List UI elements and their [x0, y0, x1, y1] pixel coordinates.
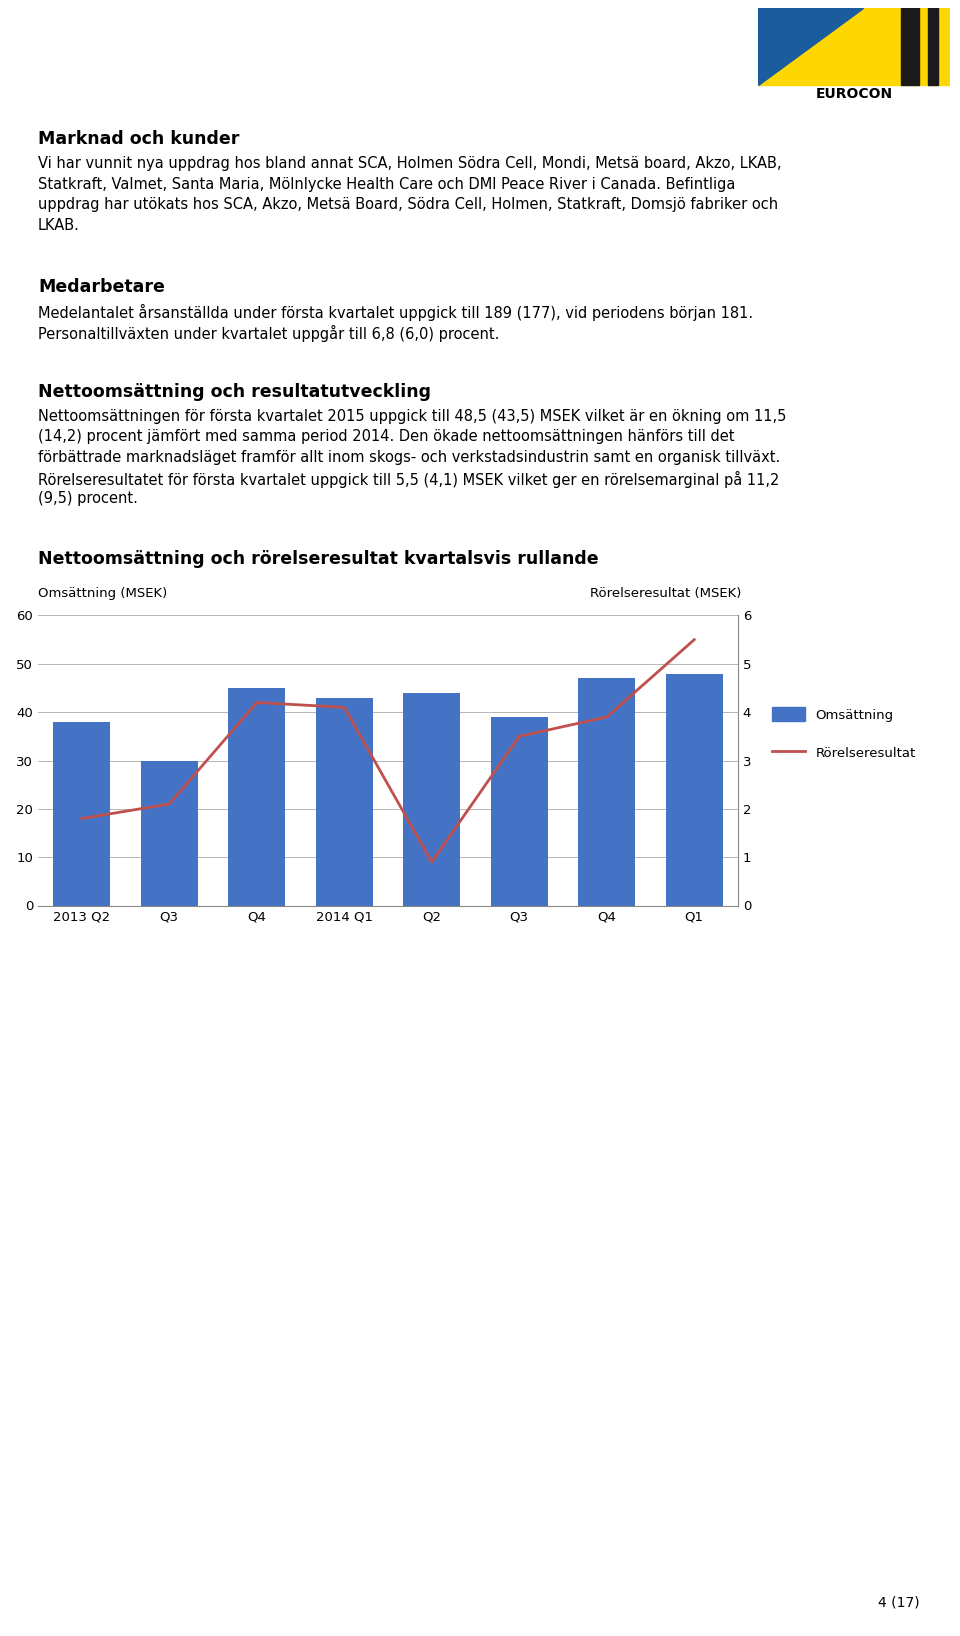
Legend: Omsättning, Rörelseresultat: Omsättning, Rörelseresultat	[767, 702, 921, 766]
Bar	[491, 717, 548, 905]
Bar	[316, 697, 372, 905]
Text: Rörelseresultat (MSEK): Rörelseresultat (MSEK)	[590, 587, 741, 600]
Text: (14,2) procent jämfört med samma period 2014. Den ökade nettoomsättningen hänför: (14,2) procent jämfört med samma period …	[38, 430, 734, 445]
Text: uppdrag har utökats hos SCA, Akzo, Metsä Board, Södra Cell, Holmen, Statkraft, D: uppdrag har utökats hos SCA, Akzo, Metsä…	[38, 196, 779, 213]
Text: Vi har vunnit nya uppdrag hos bland annat SCA, Holmen Södra Cell, Mondi, Metsä b: Vi har vunnit nya uppdrag hos bland anna…	[38, 155, 781, 172]
Text: Nettoomsättning och resultatutveckling: Nettoomsättning och resultatutveckling	[38, 383, 431, 401]
Text: Statkraft, Valmet, Santa Maria, Mölnlycke Health Care och DMI Peace River i Cana: Statkraft, Valmet, Santa Maria, Mölnlyck…	[38, 177, 735, 191]
Bar	[758, 8, 950, 85]
Polygon shape	[758, 8, 863, 85]
Text: Rörelseresultatet för första kvartalet uppgick till 5,5 (4,1) MSEK vilket ger en: Rörelseresultatet för första kvartalet u…	[38, 471, 780, 488]
Text: EUROCON: EUROCON	[815, 87, 893, 101]
Bar	[403, 692, 460, 905]
Text: Nettoomsättningen för första kvartalet 2015 uppgick till 48,5 (43,5) MSEK vilket: Nettoomsättningen för första kvartalet 2…	[38, 409, 786, 424]
Bar	[578, 679, 636, 905]
Text: Omsättning (MSEK): Omsättning (MSEK)	[38, 587, 167, 600]
Bar	[901, 8, 919, 85]
Text: Medarbetare: Medarbetare	[38, 278, 165, 296]
Text: 4 (17): 4 (17)	[878, 1597, 920, 1610]
Bar	[666, 674, 723, 905]
Bar	[141, 761, 198, 905]
Text: förbättrade marknadsläget framför allt inom skogs- och verkstadsindustrin samt e: förbättrade marknadsläget framför allt i…	[38, 450, 780, 465]
Bar	[54, 721, 110, 905]
Bar	[228, 689, 285, 905]
Text: Medelantalet årsanställda under första kvartalet uppgick till 189 (177), vid per: Medelantalet årsanställda under första k…	[38, 304, 754, 321]
Bar	[928, 8, 938, 85]
Text: Personaltillväxten under kvartalet uppgår till 6,8 (6,0) procent.: Personaltillväxten under kvartalet uppgå…	[38, 324, 499, 342]
Text: Nettoomsättning och rörelseresultat kvartalsvis rullande: Nettoomsättning och rörelseresultat kvar…	[38, 550, 599, 568]
Text: (9,5) procent.: (9,5) procent.	[38, 491, 138, 506]
Text: LKAB.: LKAB.	[38, 218, 80, 232]
Text: Marknad och kunder: Marknad och kunder	[38, 129, 239, 147]
